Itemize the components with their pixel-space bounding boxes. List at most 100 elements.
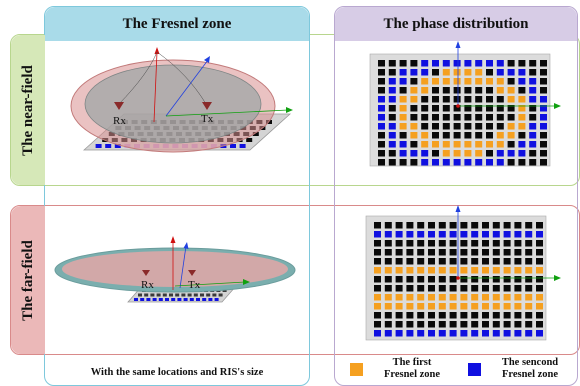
ris-element [496,69,504,76]
ris-element [374,276,381,283]
ris-element [438,240,446,247]
ris-element [540,123,547,130]
ris-element [421,123,429,130]
ris-element [503,330,511,337]
ris-element [503,222,511,229]
ris-element [374,231,381,238]
ris-element [169,293,173,297]
legend-second-zone-label: The sencond Fresnel zone [486,357,574,381]
ris-element [218,293,223,297]
ris-element [181,293,186,297]
ris-element [496,96,504,103]
ris-element [507,87,515,94]
ris-element [428,285,435,292]
ris-element [453,69,461,76]
ris-element [410,87,418,94]
far-field-y-axis [179,245,187,289]
ris-element [471,321,479,328]
ris-element [525,276,533,283]
ris-element [514,294,522,301]
ris-element [536,330,543,337]
far-field-tx-label: Tx [188,279,201,291]
ris-element [175,293,180,297]
ris-element [453,159,461,166]
ris-element [438,285,446,292]
ris-element [406,276,414,283]
ris-element [449,249,457,256]
ris-element [486,87,493,94]
ris-element [507,141,515,148]
near-field-header: The near-field [11,35,45,185]
ris-element [525,330,533,337]
legend-first-zone-line1: The first [392,357,432,368]
ris-element [492,249,500,256]
near-field-ray-tx [156,51,207,105]
ris-element [460,222,468,229]
ris-element [374,249,381,256]
ris-element [540,96,547,103]
ris-element [442,87,450,94]
ris-element [105,144,112,148]
ris-element [449,294,457,301]
ris-element [503,258,511,265]
ris-element [496,141,504,148]
ris-element [525,285,533,292]
ris-element [421,78,429,85]
ris-element [540,69,547,76]
ris-element [399,141,407,148]
ris-element [503,240,511,247]
ris-element [428,258,435,265]
ris-element [410,69,418,76]
ris-element [525,303,533,310]
ris-element [514,276,522,283]
ris-element [460,303,468,310]
ris-element [471,267,479,274]
ris-element [460,249,468,256]
ris-element [146,298,151,301]
ris-element [432,96,439,103]
ris-element [449,312,457,319]
ris-element [453,87,461,94]
ris-element [529,78,537,85]
ris-element [503,321,511,328]
ris-element [464,87,472,94]
ris-element [518,60,526,67]
ris-element [442,96,450,103]
ris-element [384,276,392,283]
ris-element [507,96,515,103]
ris-element [406,240,414,247]
ris-element [536,267,543,274]
ris-element [529,141,537,148]
ris-element [438,249,446,256]
ris-element [540,159,547,166]
ris-element [421,105,429,112]
rx-label: Rx [113,115,126,127]
ris-element [486,96,493,103]
ris-element [432,141,439,148]
ris-element [507,105,515,112]
far-field-x-axis-arrow [243,279,250,285]
far-field-phase-x-axis-arrow [554,275,561,281]
ris-element [395,276,403,283]
ris-element [486,105,493,112]
ris-element [514,249,522,256]
ris-element [399,105,407,112]
ris-element [442,159,450,166]
ris-element [432,60,439,67]
ris-element [134,298,138,301]
far-field-z-axis-arrow [170,236,176,243]
ris-element [514,285,522,292]
ris-element [496,123,504,130]
ris-element [395,294,403,301]
ris-element [406,303,414,310]
ris-element [486,132,493,139]
ris-element [230,144,236,148]
legend-first-zone-swatch [350,363,363,376]
ris-element [453,132,461,139]
ris-element [514,330,522,337]
ris-element [503,231,511,238]
ris-element [475,96,483,103]
ris-element [536,240,543,247]
ris-element [529,87,537,94]
ris-element [482,267,489,274]
